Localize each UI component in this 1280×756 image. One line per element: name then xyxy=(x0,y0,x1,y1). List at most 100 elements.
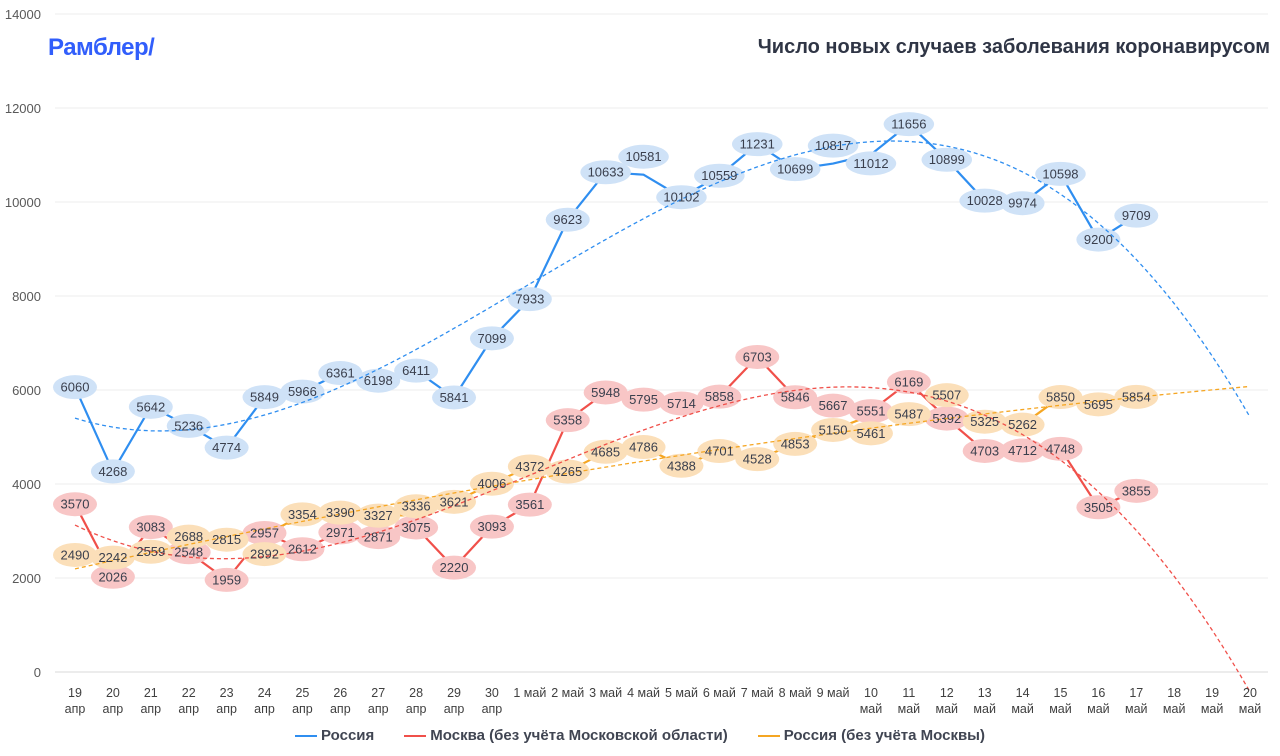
data-label-text: 3083 xyxy=(136,520,165,535)
data-label-bubble xyxy=(1076,495,1121,520)
data-label-text: 2957 xyxy=(250,526,279,541)
data-label-bubbles-layer xyxy=(53,112,1159,592)
data-label-bubble xyxy=(394,494,439,519)
data-label-bubble xyxy=(621,435,666,460)
data-label-bubble xyxy=(583,439,628,464)
data-label-text: 10581 xyxy=(625,149,661,164)
data-label-text: 5795 xyxy=(629,392,658,407)
data-label-text: 4786 xyxy=(629,440,658,455)
data-label-bubble xyxy=(128,515,173,540)
data-label-text: 5236 xyxy=(174,418,203,433)
y-tick-label: 10000 xyxy=(5,195,41,210)
x-tick-label: 23 xyxy=(220,686,234,700)
data-label-text: 4685 xyxy=(591,444,620,459)
data-label-text: 4712 xyxy=(1008,443,1037,458)
data-label-text: 11656 xyxy=(891,117,926,132)
x-tick-label: 29 xyxy=(447,686,461,700)
x-tick-label: 4 май xyxy=(627,686,660,700)
data-label-bubble xyxy=(545,408,590,433)
data-label-bubble xyxy=(697,439,742,464)
data-label-bubble xyxy=(432,555,477,580)
x-tick-label: 16 xyxy=(1091,686,1105,700)
data-label-bubble xyxy=(432,489,477,514)
x-tick-label: 19 xyxy=(68,686,82,700)
x-tick-label: 11 xyxy=(902,686,915,700)
data-label-text: 4372 xyxy=(515,459,544,474)
data-label-text: 4268 xyxy=(98,464,127,479)
data-label-text: 2688 xyxy=(174,529,203,544)
data-label-text: 4853 xyxy=(781,436,810,451)
data-label-text: 5667 xyxy=(819,398,848,413)
x-tick-label: 20 xyxy=(1243,686,1257,700)
y-tick-label: 12000 xyxy=(5,101,41,116)
data-label-text: 2559 xyxy=(136,544,165,559)
data-label-text: 5966 xyxy=(288,384,317,399)
data-label-text: 10598 xyxy=(1042,166,1078,181)
data-label-text: 4265 xyxy=(553,464,582,479)
x-tick-label: 12 xyxy=(940,686,954,700)
text-layer: 0 2000 4000 6000 8000 10000 12000 14000 19 апр 20 а… xyxy=(5,7,1261,716)
data-label-text: 2971 xyxy=(326,525,355,540)
data-label-text: 3093 xyxy=(477,519,506,534)
data-label-bubble xyxy=(356,525,401,550)
trendline-0 xyxy=(74,140,1251,432)
y-tick-label: 6000 xyxy=(12,383,41,398)
data-label-bubble xyxy=(959,188,1010,213)
data-label-bubble xyxy=(545,207,590,232)
data-label-bubble xyxy=(659,453,704,478)
legend-item-russia[interactable]: Россия xyxy=(295,727,374,744)
data-label-text: 3336 xyxy=(402,499,431,514)
data-label-text: 6361 xyxy=(326,366,355,381)
x-tick-label: 1 май xyxy=(513,686,546,700)
data-label-text: 3561 xyxy=(515,497,544,512)
x-tick-label: 9 май xyxy=(817,686,850,700)
data-label-bubble xyxy=(1038,436,1083,461)
data-label-bubble xyxy=(545,459,590,484)
data-label-bubble xyxy=(807,133,859,158)
chart-title: Число новых случаев заболевания коронави… xyxy=(757,36,1270,58)
x-tick-label: апр xyxy=(140,702,161,716)
data-label-text: 6198 xyxy=(364,373,393,388)
x-tick-label: май xyxy=(1087,702,1110,716)
data-label-text: 4701 xyxy=(705,444,734,459)
data-label-text: 5551 xyxy=(857,404,886,419)
data-label-bubble xyxy=(962,438,1007,463)
data-label-text: 9709 xyxy=(1122,208,1151,223)
x-tick-label: апр xyxy=(444,702,465,716)
data-label-text: 6169 xyxy=(894,375,923,390)
data-label-text: 2892 xyxy=(250,547,279,562)
data-label-bubble xyxy=(1000,412,1045,437)
data-label-bubble xyxy=(90,459,135,484)
data-label-bubble xyxy=(769,157,821,182)
y-tick-label: 14000 xyxy=(5,7,41,22)
data-label-bubble xyxy=(204,435,249,460)
data-label-bubble xyxy=(90,545,135,570)
data-label-text: 2871 xyxy=(364,530,393,545)
x-tick-label: 6 май xyxy=(703,686,736,700)
legend-item-russia-excl-moscow[interactable]: Россия (без учёта Москвы) xyxy=(757,727,985,744)
data-label-bubble xyxy=(204,567,249,592)
data-label-bubble xyxy=(845,151,897,176)
x-tick-label: 10 xyxy=(864,686,878,700)
data-label-text: 5849 xyxy=(250,390,279,405)
data-label-bubble xyxy=(1035,161,1086,186)
data-label-text: 1959 xyxy=(212,572,241,587)
data-label-bubble xyxy=(280,502,325,527)
legend-label: Россия xyxy=(321,727,375,744)
data-label-text: 2612 xyxy=(288,542,317,557)
x-tick-label: апр xyxy=(216,702,237,716)
x-tick-label: май xyxy=(1049,702,1072,716)
data-label-text: 10633 xyxy=(588,165,624,180)
data-label-text: 10817 xyxy=(815,138,851,153)
data-label-text: 3354 xyxy=(288,507,317,522)
data-label-bubble xyxy=(432,385,477,410)
data-label-bubble xyxy=(732,132,783,157)
data-label-text: 3855 xyxy=(1122,483,1151,498)
data-label-text: 5325 xyxy=(970,414,999,429)
x-tick-label: май xyxy=(1125,702,1148,716)
legend-item-moscow[interactable]: Москва (без учёта Московской области) xyxy=(404,727,728,744)
x-tick-label: 5 май xyxy=(665,686,698,700)
data-label-text: 5850 xyxy=(1046,390,1075,405)
data-label-bubble xyxy=(886,402,931,427)
x-tick-label: 22 xyxy=(182,686,196,700)
